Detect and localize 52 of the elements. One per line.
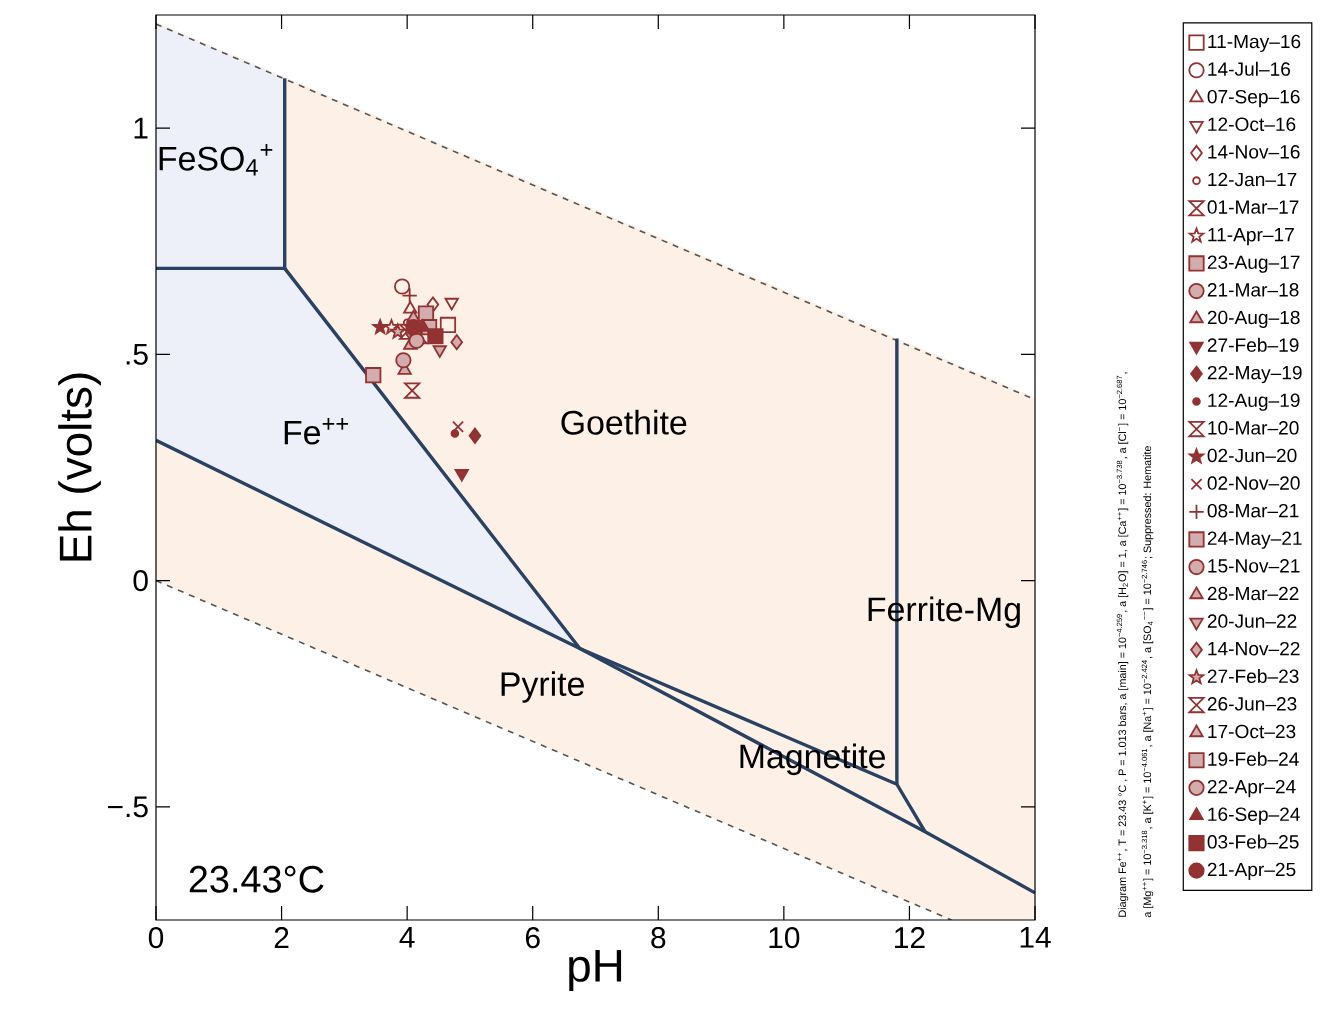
legend-label: 03-Feb–25 (1207, 834, 1299, 849)
legend-label: 21-Mar–18 (1207, 283, 1299, 297)
legend-label: 26-Jun–23 (1207, 697, 1297, 711)
legend-label: 14-Nov–16 (1208, 145, 1300, 159)
y-tick-label: .5 (126, 343, 148, 365)
x-tick-label: 10 (769, 927, 800, 949)
legend-label: 02-Jun–20 (1207, 448, 1297, 463)
legend-label: 22-May–19 (1207, 365, 1302, 384)
x-tick-label: 12 (895, 927, 925, 948)
legend-label: 15-Nov–21 (1208, 559, 1300, 573)
annotation: Pyrite (501, 671, 584, 703)
legend-label: 27-Feb–19 (1207, 337, 1299, 352)
x-axis-title: pH (569, 949, 622, 991)
legend-label: 14-Nov–22 (1208, 641, 1300, 656)
x-tick-label: 8 (651, 927, 666, 949)
x-tick-label: 2 (274, 927, 289, 948)
legend-label: 23-Aug–17 (1207, 255, 1300, 273)
legend-label: 12-Jan–17 (1208, 172, 1297, 187)
y-tick-label: 0 (133, 570, 148, 592)
legend-label: 01-Mar–17 (1207, 200, 1299, 214)
legend-label: 07-Sep–16 (1207, 89, 1300, 108)
x-tick-label: 4 (399, 927, 415, 948)
y-tick-label: −.5 (108, 796, 148, 818)
legend-label: 27-Feb–23 (1207, 668, 1299, 684)
legend-label: 12-Aug–19 (1208, 393, 1300, 411)
y-tick-label: 1 (134, 117, 148, 139)
annotation: Fe$^{++}$ (284, 418, 349, 445)
legend-label: 14-Jul–16 (1208, 61, 1291, 76)
legend-label: 16-Sep–24 (1208, 807, 1300, 825)
x-tick-label: 0 (148, 927, 164, 949)
legend-label: 19-Feb–24 (1208, 751, 1299, 766)
legend-label: 11-Apr–17 (1208, 228, 1294, 246)
legend-label: 28-Mar–22 (1207, 586, 1299, 601)
x-tick-label: 6 (525, 927, 540, 949)
legend-label: 24-May–21 (1207, 531, 1302, 549)
legend-label: 20-Jun–22 (1207, 614, 1297, 628)
annotation: 23.43°C (189, 865, 324, 893)
legend-label: 17-Oct–23 (1208, 724, 1296, 739)
legend-label: 22-Apr–24 (1207, 779, 1296, 798)
annotation: Goethite (561, 409, 687, 435)
legend-label: 20-Aug–18 (1207, 310, 1300, 328)
y-axis-title: Eh (volts) (58, 373, 101, 561)
legend-label: 02-Nov–20 (1207, 476, 1300, 490)
legend-label: 12-Oct–16 (1208, 117, 1296, 132)
text: Diagram Fe$^{++}$, T = 23.43 °C , P = 1.013 bars, a [main] = 10$^{−4.259}$, a [H$_{2}$O] = 1, a [Ca$^{++}$] = 10$^{−3.738}$, a [Cl$^{−}$] = 10$^{−2.687}$, (1116, 372, 1129, 917)
legend-label: 08-Mar–21 (1207, 503, 1299, 518)
legend-label: 10-Mar–20 (1208, 421, 1299, 435)
text: a [Mg$^{++}$] = 10$^{−3.318}$, a [K$^{+}$] = 10$^{−4.061}$, a [Na$^{+}$] = 10$^{−2.424}$, a [SO$_{4}$$^{−−}$] = 10$^{−2.746}$; Suppressed: Hematite (1141, 446, 1154, 918)
legend-label: 21-Apr–25 (1207, 862, 1296, 880)
x-tick-label: 14 (1020, 927, 1051, 948)
annotation: FeSO$_{4}$+ (159, 144, 273, 176)
legend-label: 11-May–16 (1208, 34, 1301, 52)
